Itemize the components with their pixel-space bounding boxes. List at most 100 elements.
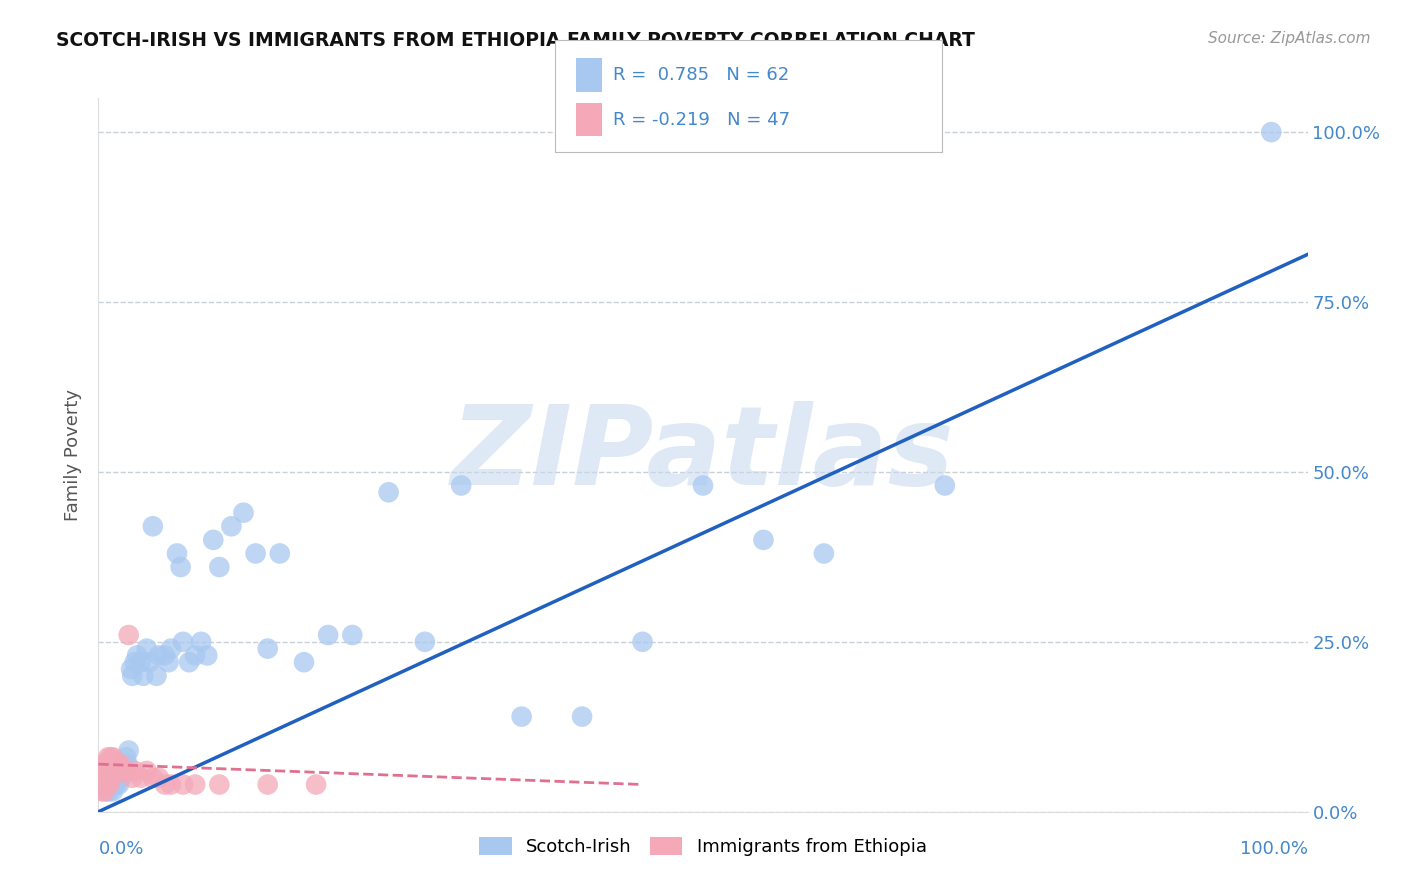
- Point: [305, 778, 328, 792]
- Point: [100, 778, 122, 792]
- Point: [450, 478, 472, 492]
- Point: [124, 764, 146, 778]
- Point: [98, 784, 121, 798]
- Point: [93, 757, 115, 772]
- Point: [108, 778, 131, 792]
- Point: [129, 771, 152, 785]
- Point: [91, 784, 114, 798]
- Legend: Scotch-Irish, Immigrants from Ethiopia: Scotch-Irish, Immigrants from Ethiopia: [472, 830, 934, 863]
- Point: [510, 709, 533, 723]
- Point: [138, 655, 160, 669]
- Point: [101, 784, 124, 798]
- Point: [245, 546, 267, 560]
- Text: R = -0.219   N = 47: R = -0.219 N = 47: [613, 111, 790, 128]
- Text: R =  0.785   N = 62: R = 0.785 N = 62: [613, 66, 789, 84]
- Point: [93, 778, 115, 792]
- Point: [135, 764, 157, 778]
- Point: [571, 709, 593, 723]
- Point: [93, 771, 115, 785]
- Point: [692, 478, 714, 492]
- Point: [96, 764, 118, 778]
- Point: [142, 771, 165, 785]
- Point: [107, 757, 129, 772]
- Point: [103, 757, 125, 772]
- Point: [114, 764, 136, 778]
- Point: [96, 784, 118, 798]
- Point: [256, 778, 278, 792]
- Point: [104, 764, 127, 778]
- Point: [184, 648, 207, 663]
- Point: [118, 743, 141, 757]
- Point: [221, 519, 243, 533]
- Point: [94, 764, 117, 778]
- Point: [100, 771, 122, 785]
- Point: [129, 655, 152, 669]
- Point: [413, 635, 436, 649]
- Point: [153, 778, 176, 792]
- Point: [148, 771, 170, 785]
- Point: [107, 771, 129, 785]
- Point: [91, 771, 114, 785]
- Point: [96, 778, 118, 792]
- Point: [108, 764, 131, 778]
- Point: [105, 757, 128, 772]
- Point: [121, 771, 143, 785]
- Point: [195, 648, 218, 663]
- Point: [90, 778, 112, 792]
- Point: [153, 648, 176, 663]
- Point: [316, 628, 339, 642]
- Point: [100, 757, 122, 772]
- Point: [110, 771, 132, 785]
- Point: [342, 628, 364, 642]
- Point: [135, 641, 157, 656]
- Point: [166, 546, 188, 560]
- Point: [115, 750, 138, 764]
- Point: [97, 771, 120, 785]
- Point: [97, 764, 120, 778]
- Point: [157, 655, 180, 669]
- Point: [292, 655, 315, 669]
- Point: [208, 778, 231, 792]
- Text: 100.0%: 100.0%: [1240, 840, 1308, 858]
- Point: [100, 764, 122, 778]
- Point: [132, 669, 155, 683]
- Point: [145, 669, 167, 683]
- Point: [208, 560, 231, 574]
- Point: [1260, 125, 1282, 139]
- Point: [202, 533, 225, 547]
- Point: [93, 784, 115, 798]
- Point: [111, 764, 134, 778]
- Point: [91, 778, 114, 792]
- Text: ZIPatlas: ZIPatlas: [451, 401, 955, 508]
- Point: [111, 764, 134, 778]
- Point: [105, 778, 128, 792]
- Point: [190, 635, 212, 649]
- Point: [103, 778, 125, 792]
- Point: [100, 771, 122, 785]
- Point: [813, 546, 835, 560]
- Point: [118, 628, 141, 642]
- Y-axis label: Family Poverty: Family Poverty: [65, 389, 83, 521]
- Point: [160, 641, 183, 656]
- Point: [114, 764, 136, 778]
- Point: [184, 778, 207, 792]
- Point: [98, 771, 121, 785]
- Point: [127, 648, 149, 663]
- Point: [172, 635, 194, 649]
- Point: [97, 771, 120, 785]
- Point: [934, 478, 956, 492]
- Point: [108, 757, 131, 772]
- Point: [120, 662, 142, 676]
- Point: [98, 778, 121, 792]
- Point: [172, 778, 194, 792]
- Point: [94, 778, 117, 792]
- Text: SCOTCH-IRISH VS IMMIGRANTS FROM ETHIOPIA FAMILY POVERTY CORRELATION CHART: SCOTCH-IRISH VS IMMIGRANTS FROM ETHIOPIA…: [56, 31, 976, 50]
- Point: [148, 648, 170, 663]
- Point: [100, 750, 122, 764]
- Point: [97, 750, 120, 764]
- Point: [117, 757, 139, 772]
- Point: [101, 764, 124, 778]
- Point: [101, 750, 124, 764]
- Point: [94, 771, 117, 785]
- Point: [169, 560, 191, 574]
